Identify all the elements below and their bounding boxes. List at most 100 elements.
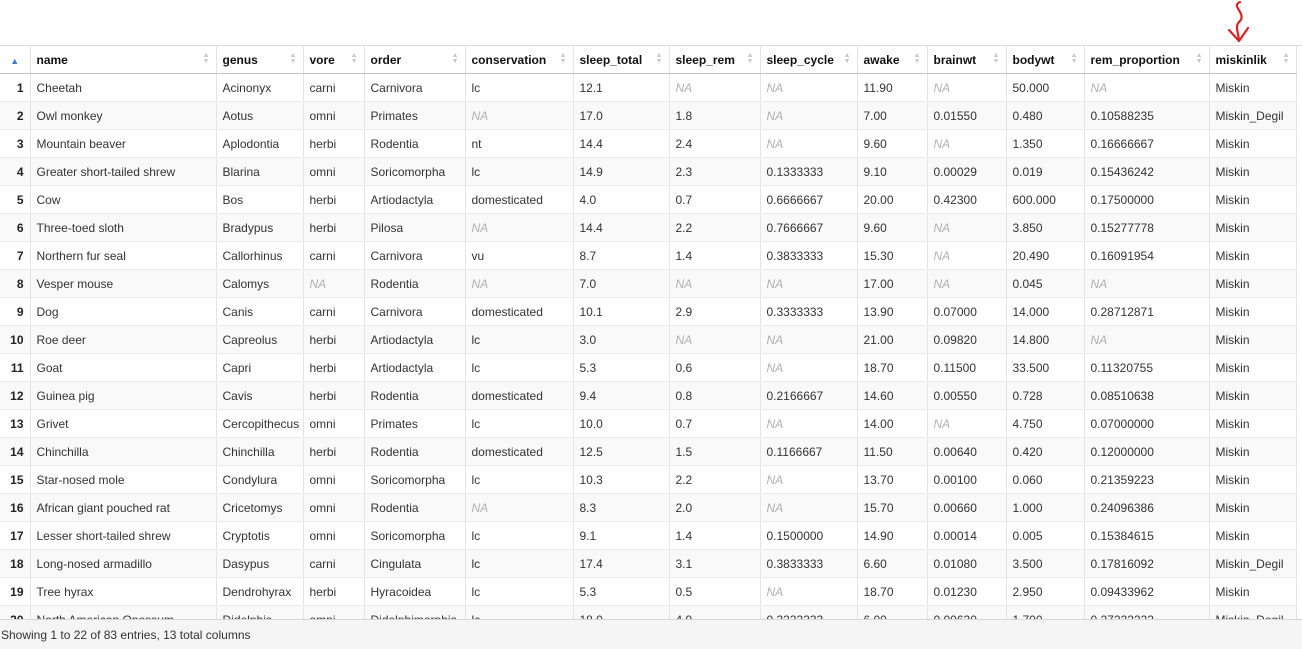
table-row[interactable]: 19 Tree hyrax Dendrohyrax herbi Hyracoidea lc… [0, 577, 1297, 606]
table-row[interactable]: 4 Greater short-tailed shrew Blarina omni So… [0, 157, 1297, 186]
row-number: 8 [0, 269, 31, 298]
table-cell: 9.4 [573, 381, 670, 410]
table-cell: Greater short-tailed shrew [30, 157, 217, 186]
table-cell: NA [760, 493, 858, 522]
table-cell: 2.0 [669, 493, 761, 522]
table-cell: Grivet [30, 409, 217, 438]
table-row[interactable]: 20 North American Opossum Didelphis omni Did… [0, 605, 1297, 620]
column-header-brainwt[interactable]: brainwt ▲ ▼ [927, 46, 1007, 74]
column-header-sleep-total[interactable]: sleep_total ▲ ▼ [573, 46, 670, 74]
column-header-vore[interactable]: vore ▲ ▼ [303, 46, 365, 74]
table-cell: NA [1084, 325, 1210, 354]
table-row[interactable]: 12 Guinea pig Cavis herbi Rodentia domesticat… [0, 381, 1297, 410]
sort-icon: ▲ ▼ [913, 52, 921, 65]
table-cell: NA [927, 213, 1007, 242]
table-row[interactable]: 14 Chinchilla Chinchilla herbi Rodentia domes… [0, 437, 1297, 466]
table-row[interactable]: 16 African giant pouched rat Cricetomys omn… [0, 493, 1297, 522]
table-row[interactable]: 7 Northern fur seal Callorhinus carni Carniv… [0, 241, 1297, 270]
table-cell: 10.1 [573, 297, 670, 326]
column-header-sleep-cycle[interactable]: sleep_cycle ▲ ▼ [760, 46, 858, 74]
table-cell: 0.8 [669, 381, 761, 410]
table-cell: 2.4 [669, 129, 761, 158]
table-cell: 18.70 [857, 577, 928, 606]
table-row[interactable]: 3 Mountain beaver Aplodontia herbi Rodentia n… [0, 129, 1297, 158]
table-row[interactable]: 13 Grivet Cercopithecus omni Primates lc 10.0 0… [0, 409, 1297, 438]
table-cell: 2.3 [669, 157, 761, 186]
table-cell: Hyracoidea [364, 577, 466, 606]
table-cell: NA [760, 325, 858, 354]
table-cell: 4.750 [1006, 409, 1085, 438]
table-row[interactable]: 11 Goat Capri herbi Artiodactyla lc 5.3 0.6 NA 18… [0, 353, 1297, 382]
table-row[interactable]: 17 Lesser short-tailed shrew Cryptotis omni… [0, 521, 1297, 550]
table-cell: domesticated [465, 437, 574, 466]
table-cell: 2.950 [1006, 577, 1085, 606]
table-cell: Pilosa [364, 213, 466, 242]
table-row[interactable]: 9 Dog Canis carni Carnivora domesticated 10.1 2… [0, 297, 1297, 326]
table-cell: lc [465, 605, 574, 620]
table-row[interactable]: 1 Cheetah Acinonyx carni Carnivora lc 12.1 NA NA… [0, 73, 1297, 102]
table-cell: 0.00029 [927, 157, 1007, 186]
column-header-sleep-rem[interactable]: sleep_rem ▲ ▼ [669, 46, 761, 74]
row-number: 18 [0, 549, 31, 578]
table-cell: Miskin [1209, 129, 1297, 158]
table-cell: 0.00630 [927, 605, 1007, 620]
table-row[interactable]: 6 Three-toed sloth Bradypus herbi Pilosa NA 14… [0, 213, 1297, 242]
row-index-header[interactable]: ▲ [0, 46, 31, 74]
sort-icon: ▲ ▼ [746, 52, 754, 65]
table-cell: NA [303, 269, 365, 298]
column-header-rem-proportion[interactable]: rem_proportion ▲ ▼ [1084, 46, 1210, 74]
table-cell: Miskin [1209, 325, 1297, 354]
data-table-container[interactable]: ▲ name ▲ ▼ genus ▲ ▼ vore ▲ ▼ order ▲ ▼ conserva… [0, 45, 1302, 620]
table-row[interactable]: 2 Owl monkey Aotus omni Primates NA 17.0 1.8 NA 7… [0, 101, 1297, 130]
table-row[interactable]: 10 Roe deer Capreolus herbi Artiodactyla lc 3.… [0, 325, 1297, 354]
column-header-name[interactable]: name ▲ ▼ [30, 46, 217, 74]
table-cell: 0.24096386 [1084, 493, 1210, 522]
table-row[interactable]: 18 Long-nosed armadillo Dasypus carni Cingul… [0, 549, 1297, 578]
row-number: 7 [0, 241, 31, 270]
table-body: 1 Cheetah Acinonyx carni Carnivora lc 12.1 NA NA… [0, 73, 1297, 620]
table-row[interactable]: 8 Vesper mouse Calomys NA Rodentia NA 7.0 NA NA 1… [0, 269, 1297, 298]
row-number: 19 [0, 577, 31, 606]
table-cell: NA [1084, 269, 1210, 298]
red-arrow-annotation-icon [1227, 0, 1250, 43]
table-cell: 0.11320755 [1084, 353, 1210, 382]
table-cell: 15.30 [857, 241, 928, 270]
column-header-miskinlik[interactable]: miskinlik ▲ ▼ [1209, 46, 1297, 74]
table-row[interactable]: 5 Cow Bos herbi Artiodactyla domesticated 4.0 0… [0, 185, 1297, 214]
table-cell: 0.15384615 [1084, 521, 1210, 550]
table-cell: 0.00014 [927, 521, 1007, 550]
table-cell: Canis [216, 297, 304, 326]
table-cell: Cingulata [364, 549, 466, 578]
table-cell: 5.3 [573, 353, 670, 382]
table-cell: Rodentia [364, 381, 466, 410]
column-header-order[interactable]: order ▲ ▼ [364, 46, 466, 74]
table-cell: Primates [364, 409, 466, 438]
table-cell: lc [465, 325, 574, 354]
table-cell: Rodentia [364, 129, 466, 158]
table-cell: Artiodactyla [364, 353, 466, 382]
table-cell: 18.70 [857, 353, 928, 382]
table-cell: Miskin [1209, 269, 1297, 298]
row-number: 6 [0, 213, 31, 242]
table-cell: 0.7 [669, 185, 761, 214]
table-cell: Didelphimorphia [364, 605, 466, 620]
sort-icon: ▲ ▼ [559, 52, 567, 65]
table-cell: 0.3333333 [760, 605, 858, 620]
table-cell: 6.60 [857, 549, 928, 578]
table-cell: Soricomorpha [364, 465, 466, 494]
row-number: 13 [0, 409, 31, 438]
table-cell: Miskin_Degil [1209, 101, 1297, 130]
table-cell: 600.000 [1006, 185, 1085, 214]
column-header-genus[interactable]: genus ▲ ▼ [216, 46, 304, 74]
table-cell: 10.3 [573, 465, 670, 494]
table-cell: Three-toed sloth [30, 213, 217, 242]
column-header-conservation[interactable]: conservation ▲ ▼ [465, 46, 574, 74]
table-cell: 0.728 [1006, 381, 1085, 410]
table-row[interactable]: 15 Star-nosed mole Condylura omni Soricomorp… [0, 465, 1297, 494]
column-header-bodywt[interactable]: bodywt ▲ ▼ [1006, 46, 1085, 74]
table-cell: Cercopithecus [216, 409, 304, 438]
column-header-awake[interactable]: awake ▲ ▼ [857, 46, 928, 74]
table-cell: carni [303, 241, 365, 270]
table-cell: 0.42300 [927, 185, 1007, 214]
table-cell: Soricomorpha [364, 157, 466, 186]
